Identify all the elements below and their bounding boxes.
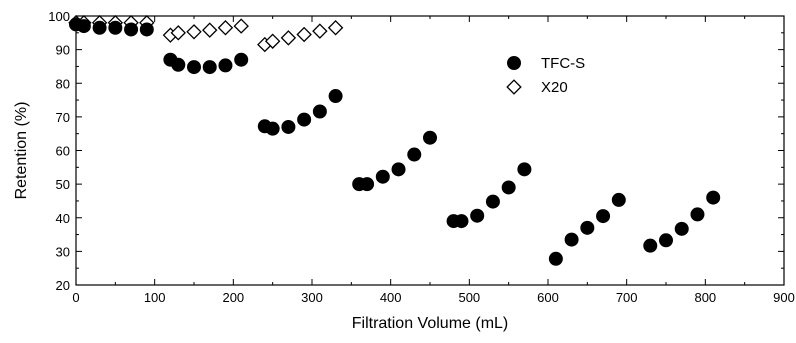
x-tick-label: 800 (694, 290, 716, 305)
point-tfc-s (328, 89, 343, 104)
point-tfc-s (375, 169, 390, 184)
point-tfc-s (391, 162, 406, 177)
y-tick-label: 60 (56, 144, 70, 159)
y-tick-label: 30 (56, 244, 70, 259)
x-tick-label: 400 (380, 290, 402, 305)
point-tfc-s (580, 220, 595, 235)
point-tfc-s (470, 208, 485, 223)
point-tfc-s (407, 147, 422, 162)
x-tick-label: 500 (458, 290, 480, 305)
point-x20 (186, 24, 202, 40)
point-tfc-s (76, 19, 91, 34)
point-tfc-s (360, 177, 375, 192)
point-tfc-s (124, 22, 139, 37)
point-x20 (280, 30, 297, 46)
point-tfc-s (596, 209, 611, 224)
x-tick-label: 900 (773, 290, 795, 305)
point-tfc-s (297, 112, 312, 127)
point-tfc-s (643, 238, 658, 253)
point-tfc-s (218, 58, 233, 73)
point-tfc-s (423, 130, 437, 145)
point-x20 (264, 33, 281, 49)
y-tick-label: 20 (56, 278, 70, 293)
point-tfc-s (690, 207, 705, 222)
point-tfc-s (706, 190, 721, 205)
x-tick-label: 200 (222, 290, 244, 305)
point-tfc-s (674, 221, 689, 236)
point-tfc-s (92, 20, 107, 35)
x-tick-label: 300 (301, 290, 323, 305)
legend-label-x20: X20 (541, 79, 568, 96)
point-tfc-s (265, 121, 280, 136)
point-x20 (170, 25, 186, 41)
point-tfc-s (501, 180, 516, 195)
y-axis-title: Retention (%) (13, 102, 30, 200)
x-tick-label: 600 (537, 290, 559, 305)
point-tfc-s (187, 60, 201, 75)
y-tick-label: 100 (48, 9, 70, 24)
point-x20 (296, 26, 312, 43)
point-tfc-s (517, 162, 532, 177)
y-tick-label: 80 (56, 76, 70, 91)
point-x20 (327, 20, 344, 36)
x-axis-title: Filtration Volume (mL) (352, 315, 509, 332)
point-x20 (217, 20, 234, 36)
y-tick-label: 70 (56, 110, 70, 125)
point-tfc-s (564, 232, 579, 247)
point-tfc-s (108, 20, 123, 35)
point-x20 (233, 18, 249, 34)
point-tfc-s (454, 214, 469, 229)
point-tfc-s (659, 233, 673, 248)
point-x20 (202, 22, 218, 38)
y-tick-label: 50 (56, 177, 70, 192)
x-tick-label: 0 (72, 290, 79, 305)
legend: TFC-S X20 (506, 55, 585, 96)
point-x20 (312, 23, 328, 39)
point-tfc-s (485, 194, 500, 209)
legend-marker-x20 (506, 79, 522, 95)
legend-marker-tfc-s (507, 56, 521, 70)
legend-label-tfc-s: TFC-S (541, 55, 585, 72)
point-tfc-s (312, 104, 327, 119)
x-tick-label: 700 (616, 290, 638, 305)
point-tfc-s (548, 251, 563, 266)
point-tfc-s (171, 57, 186, 72)
plot-frame (75, 15, 785, 286)
point-tfc-s (281, 119, 296, 134)
point-tfc-s (234, 52, 249, 67)
point-tfc-s (202, 60, 217, 75)
point-tfc-s (611, 192, 626, 207)
data-points (68, 15, 721, 266)
y-tick-label: 90 (56, 43, 70, 58)
y-tick-label: 40 (56, 211, 70, 226)
axes: 0 100 200 300 400 500 600 700 800 900 20 30 40 50 60 70… (48, 9, 795, 305)
x-tick-label: 100 (144, 290, 166, 305)
point-tfc-s (139, 22, 154, 37)
